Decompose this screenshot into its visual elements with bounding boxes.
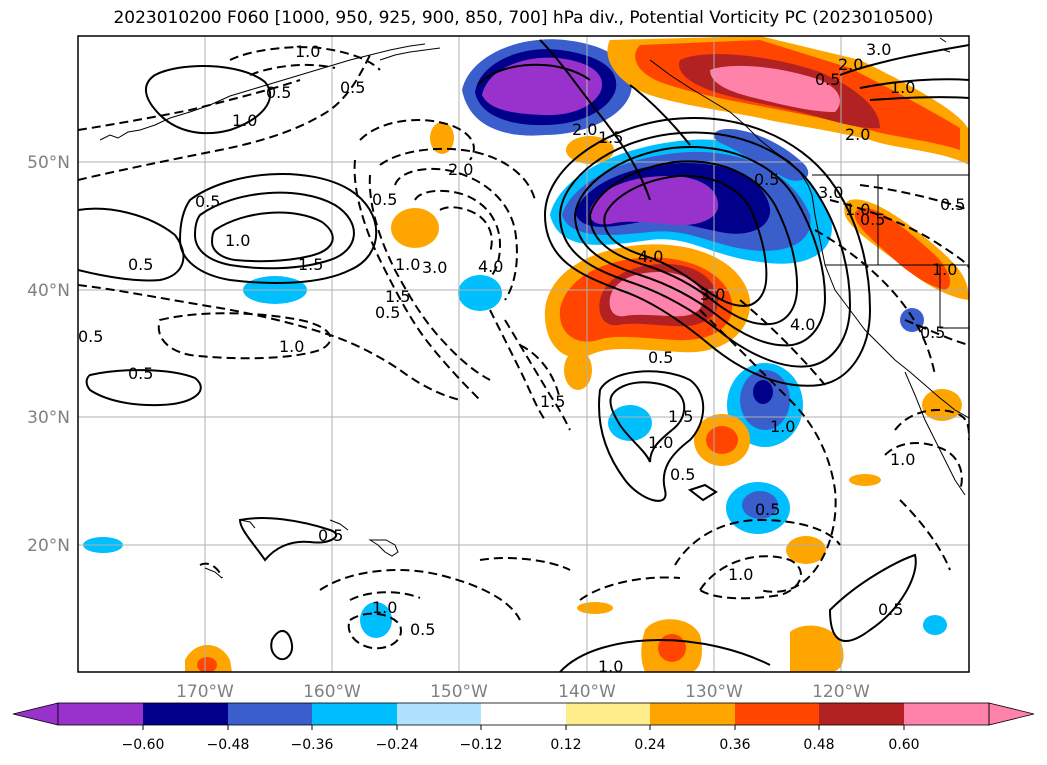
latitude-labels: 50°N 40°N 30°N 20°N [27,153,70,556]
divergence-contours-positive [78,39,969,672]
colorbar-swatch [735,703,819,725]
contour-label: 1.5 [668,407,693,426]
contour-label: 0.5 [340,78,365,97]
contour-label: 2.0 [448,160,473,179]
contour-label: 3.0 [700,285,725,304]
contour-label: 1.0 [890,450,915,469]
contour-label: 1.0 [395,255,420,274]
colorbar-swatch [312,703,397,725]
contour-label: 2.0 [572,120,597,139]
contour-label: 1.0 [932,260,957,279]
graticule [78,36,969,672]
contour-label: 2.0 [845,125,870,144]
contour-label: 0.5 [754,170,779,189]
contour-label: 3.0 [422,258,447,277]
contour-label: 0.5 [815,70,840,89]
colorbar-tick-label: 0.48 [803,737,834,753]
contour-label: 0.5 [128,364,153,383]
contour-label: 1.0 [648,433,673,452]
contour-label: 3.0 [818,183,843,202]
colorbar-swatch [904,703,989,725]
contour-label: 0.5 [755,500,780,519]
contour-label: 1.0 [225,231,250,250]
lon-label: 120°W [812,682,870,702]
contour-label: 0.5 [940,195,965,214]
contour-label: 0.5 [648,348,673,367]
lon-label: 130°W [685,682,743,702]
contour-label: 1.0 [232,111,257,130]
colorbar-tick-label: −0.24 [376,737,419,753]
contour-label: 0.5 [266,83,291,102]
map-title: 2023010200 F060 [1000, 950, 925, 900, 85… [113,8,934,28]
lon-label: 150°W [430,682,488,702]
contour-label: 1.5 [298,255,323,274]
lon-label: 140°W [558,682,616,702]
colorbar-tick-label: 0.36 [719,737,750,753]
contour-label: 0.5 [128,255,153,274]
colorbar-tick-label: −0.60 [122,737,165,753]
contour-label: 0.5 [878,600,903,619]
colorbar: −0.60 −0.48 −0.36 −0.24 −0.12 0.12 0.24 … [12,702,1035,753]
colorbar-swatch [143,703,228,725]
contour-label: 1.5 [598,128,623,147]
contour-label: 1.5 [540,392,565,411]
colorbar-tick-label: 0.12 [550,737,581,753]
colorbar-swatch [481,703,566,725]
contour-label: 0.5 [375,303,400,322]
contour-label: 4.0 [638,247,663,266]
contour-label: 0.5 [410,620,435,639]
contour-label: 1.0 [890,78,915,97]
contour-label: 4.0 [478,257,503,276]
contour-label: 0.5 [318,526,343,545]
contour-label: 0.5 [78,327,103,346]
colorbar-swatch [397,703,481,725]
contour-label: 1.0 [845,200,870,219]
colorbar-swatch [819,703,904,725]
contour-label: 1.0 [770,417,795,436]
contour-label: 0.5 [860,210,885,229]
colorbar-tick-label: 0.60 [888,737,919,753]
contour-label: 1.5 [385,287,410,306]
lat-label: 20°N [27,536,70,556]
contour-label: 4.0 [790,315,815,334]
contour-label: 2.0 [838,55,863,74]
contour-label: 1.0 [279,337,304,356]
lat-label: 30°N [27,408,70,428]
colorbar-extend-high [988,702,1035,726]
colorbar-swatch [228,703,312,725]
colorbar-swatch [566,703,650,725]
contour-label: 0.5 [195,192,220,211]
contour-label: 3.0 [866,40,891,59]
colorbar-tick-label: −0.48 [207,737,250,753]
colorbar-tick-label: −0.12 [460,737,503,753]
contour-label: 1.0 [728,565,753,584]
contour-label: 0.5 [670,465,695,484]
longitude-labels: 170°W 160°W 150°W 140°W 130°W 120°W [176,682,870,702]
map-frame [77,35,970,673]
contour-label: 1.0 [372,598,397,617]
map-background [78,36,969,672]
colorbar-tick-label: −0.36 [291,737,334,753]
lat-label: 50°N [27,153,70,173]
colorbar-swatch [650,703,735,725]
lat-label: 40°N [27,281,70,301]
lon-label: 170°W [176,682,234,702]
divergence-contours-negative [78,46,969,650]
colorbar-tick-label: 0.24 [634,737,665,753]
contour-label: 1.0 [598,657,623,676]
colorbar-extend-low [12,702,59,726]
contour-label: 0.5 [920,323,945,342]
contour-label: 1.0 [295,42,320,61]
map-content: 1.0 0.5 0.5 1.0 0.5 0.5 1.0 1.5 0.5 0.5 … [78,36,969,676]
colorbar-swatch [58,703,143,725]
lon-label: 160°W [303,682,361,702]
contour-label: 0.5 [372,190,397,209]
contour-labels: 1.0 0.5 0.5 1.0 0.5 0.5 1.0 1.5 0.5 0.5 … [78,40,965,676]
